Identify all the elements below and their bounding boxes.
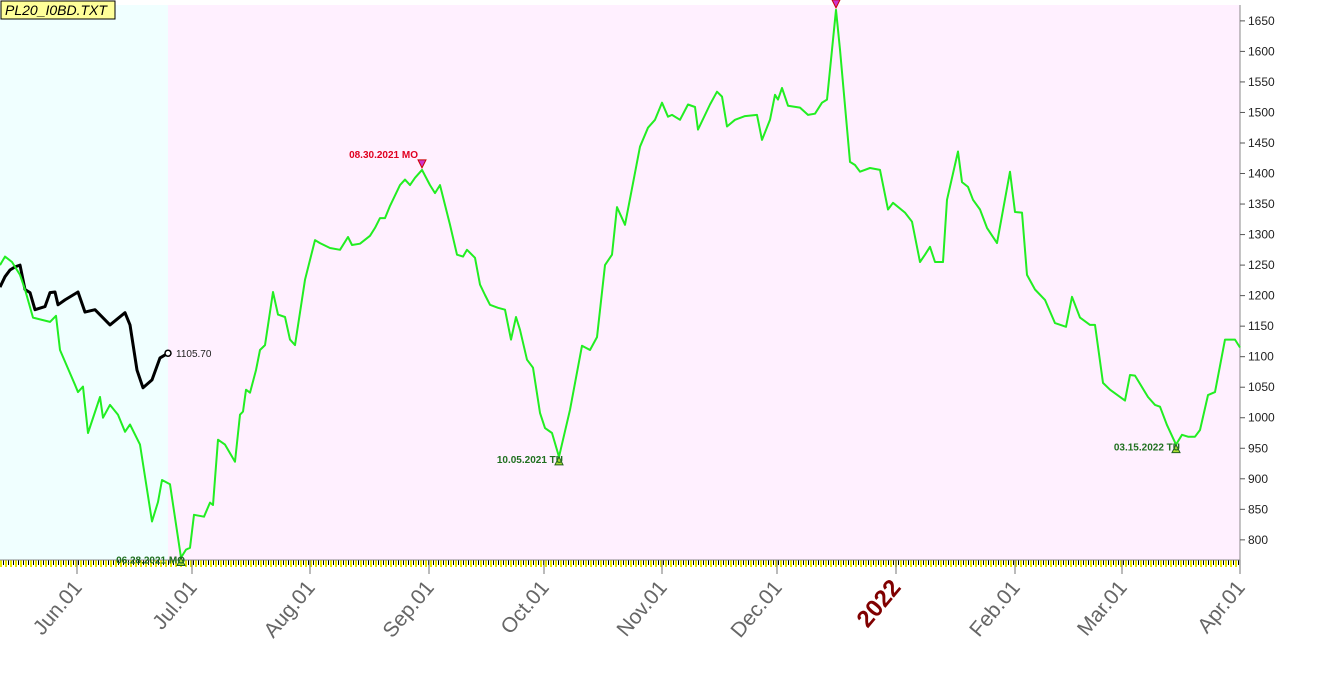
chart-title: PL20_I0BD.TXT <box>5 2 108 18</box>
y-tick-label: 900 <box>1248 472 1268 486</box>
trough-label: 10.05.2021 TU <box>497 455 563 466</box>
trough-marker <box>554 455 564 466</box>
x-tick-label: Feb.01 <box>965 576 1025 641</box>
peak-marker <box>417 159 427 169</box>
trough-label: 06.28.2021 MO <box>116 556 185 567</box>
y-tick-label: 1550 <box>1248 75 1275 89</box>
minor-ticks <box>0 560 1240 567</box>
end-point <box>164 349 172 357</box>
series-line <box>0 263 169 390</box>
y-tick-label: 1250 <box>1248 258 1275 272</box>
x-tick-label: 2022 <box>852 575 907 633</box>
y-tick-label: 1450 <box>1248 136 1275 150</box>
y-tick-label: 800 <box>1248 533 1268 547</box>
y-tick-label: 950 <box>1248 441 1268 455</box>
x-tick-label: Dec.01 <box>726 576 786 642</box>
x-tick-label: Mar.01 <box>1073 576 1132 640</box>
y-tick-label: 1300 <box>1248 228 1275 242</box>
y-tick-label: 1000 <box>1248 411 1275 425</box>
y-tick-label: 1500 <box>1248 105 1275 119</box>
forecast-background <box>168 5 1240 560</box>
x-tick-label: Nov.01 <box>612 576 671 641</box>
y-tick-label: 1200 <box>1248 289 1275 303</box>
x-tick-label: Jun.01 <box>29 576 87 639</box>
history-background <box>0 5 168 560</box>
x-tick-label: Oct.01 <box>496 576 553 638</box>
trough-label: 03.15.2022 TU <box>1114 443 1180 454</box>
y-tick-label: 1100 <box>1248 350 1274 364</box>
end-label: 1105.70 <box>176 349 212 360</box>
title-box <box>0 0 116 20</box>
y-tick-label: 1350 <box>1248 197 1275 211</box>
y-tick-label: 1050 <box>1248 380 1275 394</box>
y-tick-label: 1400 <box>1248 167 1275 181</box>
peak-marker <box>831 0 841 10</box>
peak-label: 08.30.2021 MO <box>349 150 418 161</box>
y-tick-label: 850 <box>1248 502 1268 516</box>
x-tick-label: Jul.01 <box>148 576 202 634</box>
trough-marker <box>1171 443 1181 454</box>
trough-marker <box>176 556 186 567</box>
x-tick-label: Aug.01 <box>259 576 319 642</box>
y-tick-label: 1150 <box>1248 319 1274 333</box>
y-tick-label: 1600 <box>1248 44 1275 58</box>
x-tick-label: Sep.01 <box>378 576 438 642</box>
x-tick-label: Apr.01 <box>1193 576 1250 637</box>
series-line <box>0 8 1241 559</box>
peak-label: 12.16.2021 TH <box>766 0 832 1</box>
y-tick-label: 1650 <box>1248 14 1275 28</box>
